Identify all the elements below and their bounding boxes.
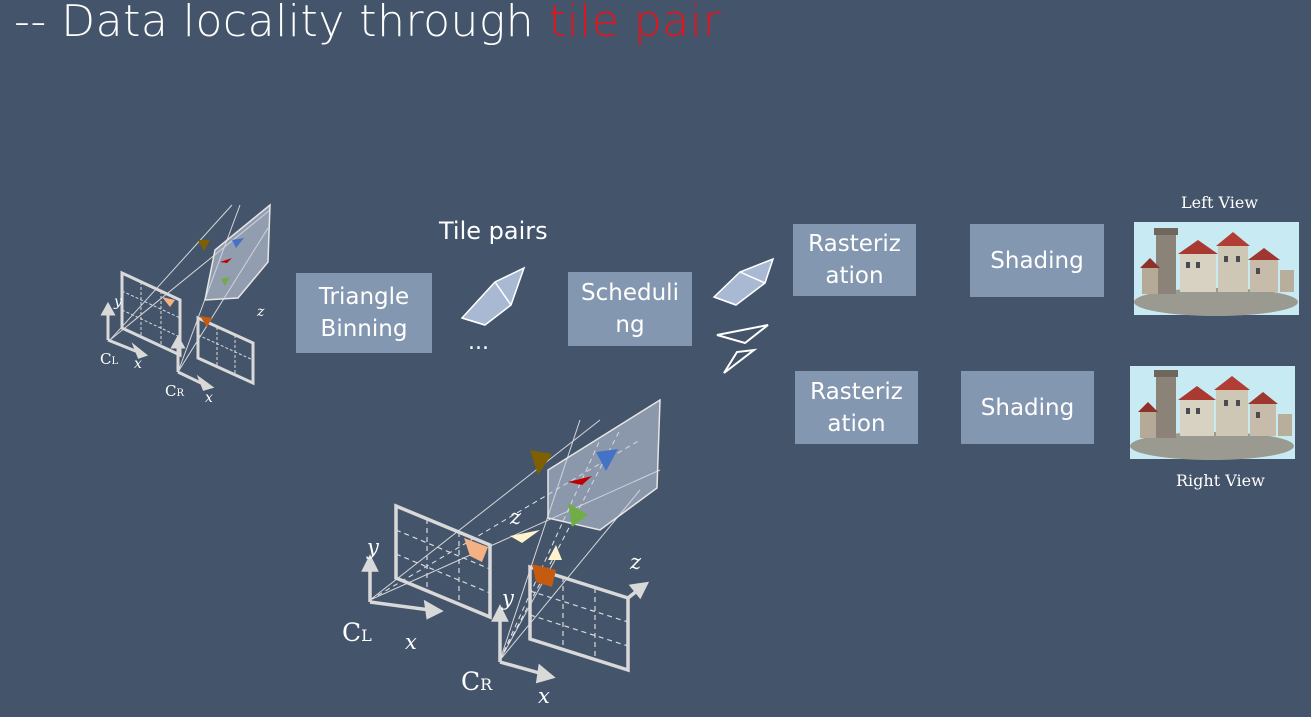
title-highlight: tile pair [548, 0, 722, 47]
rasterization-box-top: Rasteriz ation [793, 224, 916, 296]
scheduling-box: Scheduli ng [568, 272, 692, 346]
small-axis-z-right: z [257, 304, 265, 320]
large-axis-y-left: y [367, 535, 379, 559]
large-cr-sub: R [480, 675, 493, 694]
large-cr-base: C [461, 667, 481, 696]
rasterization-box-bottom: Rasteriz ation [795, 371, 918, 444]
ellipsis-label: ... [468, 330, 489, 355]
small-cl-base: C [100, 350, 112, 368]
right-view-label: Right View [1176, 471, 1265, 490]
large-cl-base: C [342, 618, 362, 647]
title-prefix: -- Data locality through [14, 0, 549, 47]
large-cr-label: CR [461, 667, 492, 696]
large-axis-z-right: z [630, 550, 642, 574]
small-cl-label: CL [100, 350, 118, 368]
large-axis-z-left: z [510, 505, 522, 529]
tile-pairs-label: Tile pairs [439, 217, 548, 245]
left-view-label: Left View [1181, 193, 1259, 212]
large-cl-label: CL [342, 618, 372, 647]
small-axis-y-left: y [114, 294, 122, 310]
shading-box-bottom: Shading [961, 371, 1094, 444]
small-cl-sub: L [111, 356, 119, 367]
small-cr-label: CR [165, 382, 184, 400]
large-axis-x-right: x [538, 684, 550, 708]
small-cr-base: C [165, 382, 177, 400]
large-axis-x-left: x [405, 630, 417, 654]
small-cr-sub: R [176, 388, 185, 399]
right-view-image [1130, 366, 1295, 460]
left-view-image [1134, 222, 1299, 316]
small-axis-x-left: x [134, 356, 142, 372]
large-cl-sub: L [361, 626, 372, 645]
slide-title: -- Data locality through tile pair [14, 0, 721, 47]
large-axis-y-right: y [502, 586, 514, 610]
shading-box-top: Shading [970, 224, 1104, 297]
small-axis-x-right: x [205, 390, 213, 406]
triangle-binning-box: Triangle Binning [296, 273, 432, 353]
